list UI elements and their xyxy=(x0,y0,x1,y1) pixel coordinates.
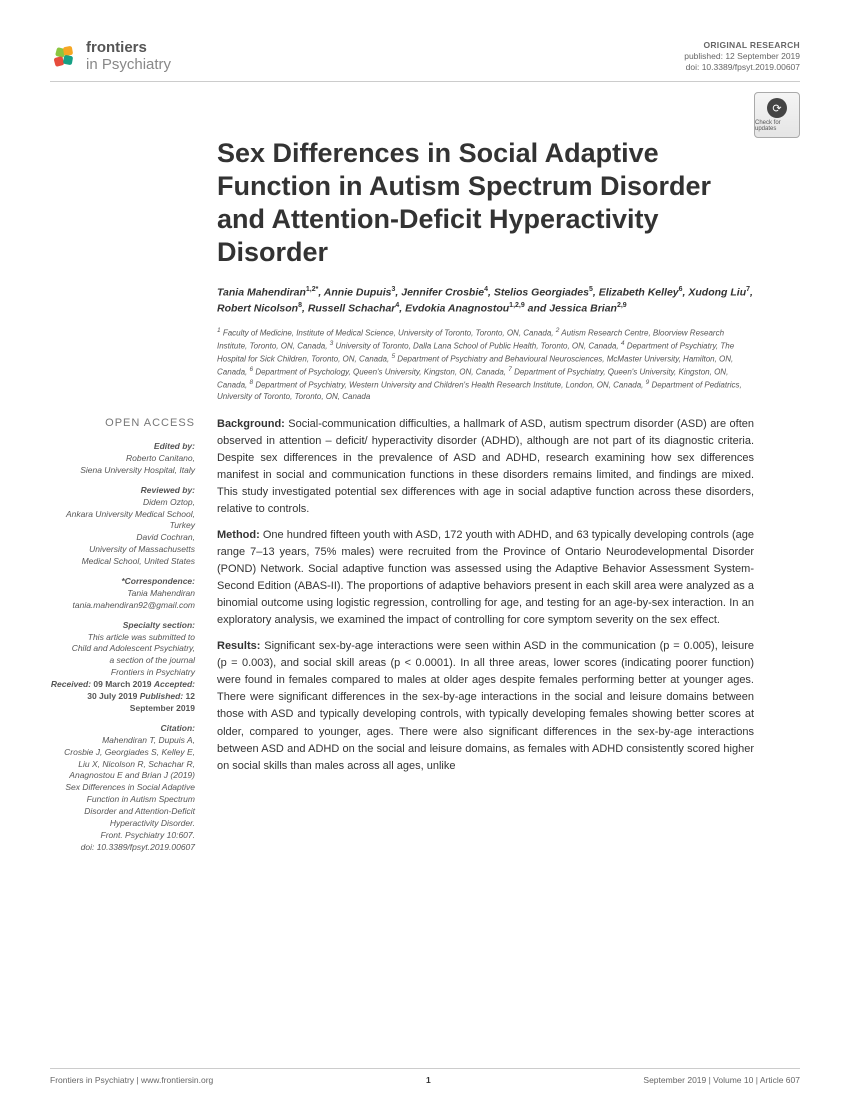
affiliations: 1 Faculty of Medicine, Institute of Medi… xyxy=(217,326,754,401)
updates-icon: ⟳ xyxy=(767,98,787,118)
journal-name: frontiers in Psychiatry xyxy=(86,40,171,73)
journal-logo: frontiers in Psychiatry xyxy=(50,40,171,73)
page-number: 1 xyxy=(426,1075,431,1085)
correspondence: Tania Mahendirantania.mahendiran92@gmail… xyxy=(50,588,195,612)
page-footer: Frontiers in Psychiatry | www.frontiersi… xyxy=(50,1068,800,1085)
article-title: Sex Differences in Social Adaptive Funct… xyxy=(217,137,754,269)
specialty-section: This article was submitted toChild and A… xyxy=(50,632,195,680)
citation: Mahendiran T, Dupuis A,Crosbie J, Georgi… xyxy=(50,735,195,854)
publication-info: ORIGINAL RESEARCH published: 12 Septembe… xyxy=(684,40,800,73)
check-updates-button[interactable]: ⟳ Check for updates xyxy=(754,92,800,138)
header-divider xyxy=(50,81,800,82)
editor: Roberto Canitano,Siena University Hospit… xyxy=(50,453,195,477)
reviewers: Didem Oztop,Ankara University Medical Sc… xyxy=(50,497,195,568)
footer-left: Frontiers in Psychiatry | www.frontiersi… xyxy=(50,1075,213,1085)
header: frontiers in Psychiatry ORIGINAL RESEARC… xyxy=(50,40,800,73)
author-list: Tania Mahendiran1,2*, Annie Dupuis3, Jen… xyxy=(217,285,754,316)
footer-right: September 2019 | Volume 10 | Article 607 xyxy=(643,1075,800,1085)
frontiers-logo-icon xyxy=(50,42,80,72)
abstract: Background: Social-communication difficu… xyxy=(217,416,754,854)
open-access-label: OPEN ACCESS xyxy=(50,416,195,431)
sidebar-metadata: OPEN ACCESS Edited by: Roberto Canitano,… xyxy=(50,416,195,854)
